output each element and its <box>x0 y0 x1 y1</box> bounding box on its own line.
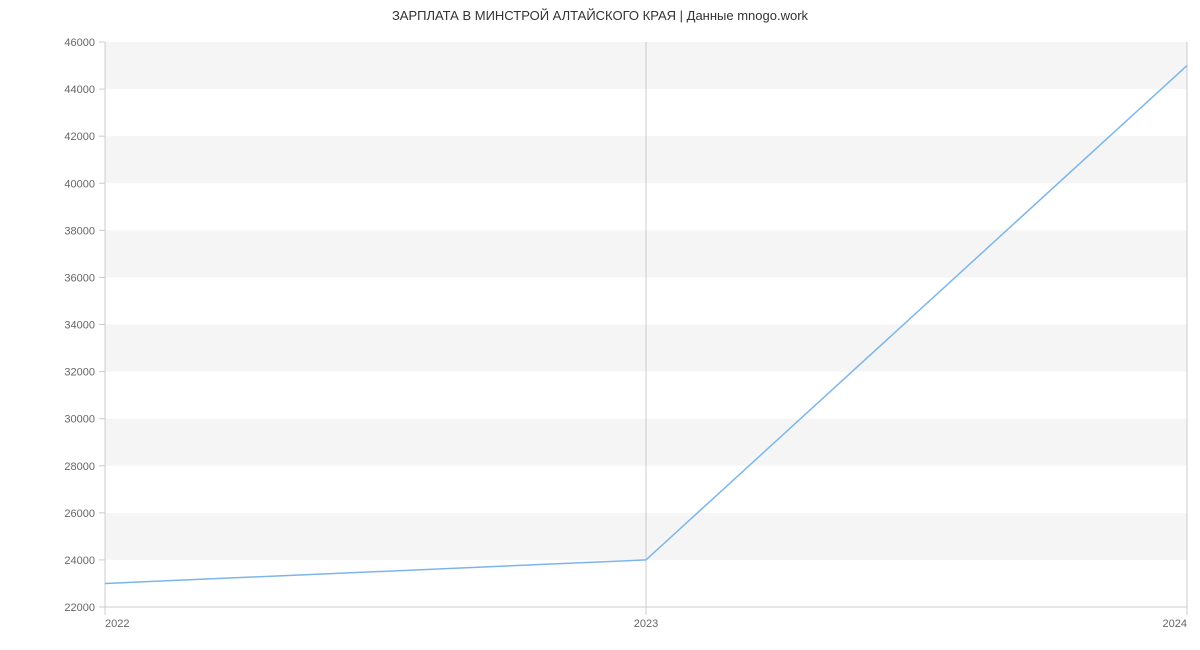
y-tick-label: 38000 <box>64 225 95 237</box>
y-tick-label: 34000 <box>64 320 95 332</box>
y-tick-label: 32000 <box>64 367 95 379</box>
x-tick-label: 2024 <box>1163 618 1187 630</box>
y-tick-label: 46000 <box>64 37 95 49</box>
y-tick-label: 40000 <box>64 178 95 190</box>
y-tick-label: 36000 <box>64 272 95 284</box>
x-tick-label: 2023 <box>634 618 658 630</box>
y-tick-label: 24000 <box>64 555 95 567</box>
chart-container: ЗАРПЛАТА В МИНСТРОЙ АЛТАЙСКОГО КРАЯ | Да… <box>0 0 1200 650</box>
y-tick-label: 22000 <box>64 602 95 614</box>
y-tick-label: 26000 <box>64 508 95 520</box>
x-tick-label: 2022 <box>105 618 129 630</box>
y-tick-label: 44000 <box>64 84 95 96</box>
y-tick-label: 42000 <box>64 131 95 143</box>
y-tick-label: 30000 <box>64 414 95 426</box>
line-chart: 22000 24000 26000 28000 30000 32000 34000 36000… <box>0 0 1200 650</box>
y-tick-label: 28000 <box>64 461 95 473</box>
